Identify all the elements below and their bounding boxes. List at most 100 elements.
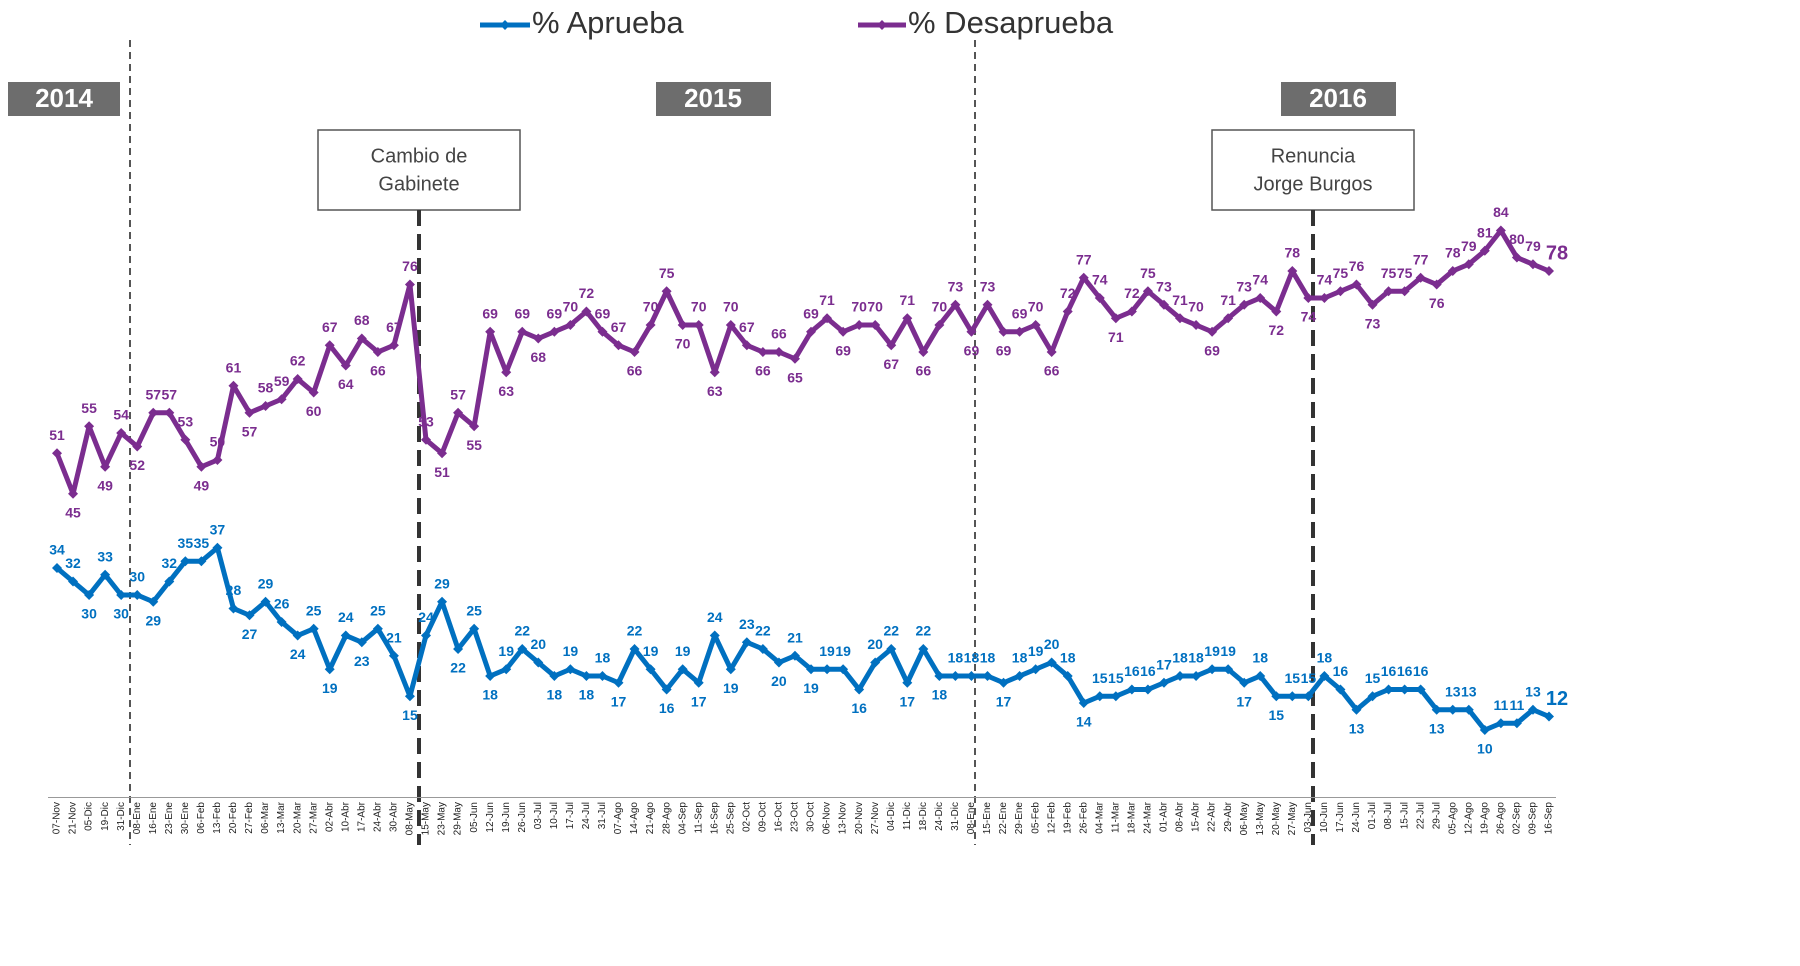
data-label: 49: [194, 477, 210, 493]
point-marker: [148, 596, 159, 607]
data-label: 67: [883, 356, 899, 372]
data-label: 16: [1397, 663, 1413, 679]
x-tick-label: 17-Jul: [565, 802, 576, 829]
data-label: 18: [948, 650, 964, 666]
data-label: 74: [1317, 272, 1333, 288]
legend-label: % Desaprueba: [908, 5, 1114, 40]
data-label: 32: [65, 555, 81, 571]
point-marker: [613, 340, 624, 351]
x-tick-label: 07-Ago: [613, 802, 624, 835]
data-label: 70: [867, 299, 883, 315]
data-label: 29: [145, 612, 161, 628]
point-marker: [757, 644, 768, 654]
data-label: 55: [466, 437, 482, 453]
point-marker: [1126, 306, 1137, 317]
data-label: 11: [1510, 697, 1525, 713]
point-marker: [1046, 347, 1057, 357]
point-marker: [822, 664, 833, 675]
data-label: 58: [258, 380, 274, 396]
data-label: 17: [611, 693, 627, 709]
x-tick-label: 29-Abr: [1223, 801, 1234, 832]
point-marker: [324, 340, 335, 351]
point-marker: [1030, 320, 1041, 330]
point-marker: [886, 644, 897, 654]
data-label: 70: [563, 299, 579, 315]
point-marker: [1287, 691, 1298, 702]
point-marker: [661, 286, 672, 297]
x-tick-label: 13-May: [1255, 802, 1266, 835]
x-tick-label: 15-May: [421, 802, 432, 835]
x-tick-label: 22-Ene: [998, 802, 1009, 835]
point-marker: [1014, 671, 1025, 681]
data-label: 70: [1028, 299, 1044, 315]
point-marker: [661, 684, 672, 695]
point-marker: [645, 664, 656, 675]
data-label: 54: [113, 407, 129, 423]
x-tick-label: 22-Abr: [1207, 801, 1218, 832]
data-label: 71: [819, 292, 835, 308]
data-label: 69: [547, 305, 563, 321]
x-tick-label: 16-Sep: [709, 802, 720, 835]
point-marker: [918, 347, 929, 357]
data-label: 14: [1076, 714, 1092, 730]
x-tick-label: 29-Jul: [1431, 802, 1442, 829]
data-label: 19: [835, 643, 851, 659]
point-marker: [212, 455, 223, 465]
point-marker: [1094, 691, 1105, 702]
point-marker: [485, 671, 496, 681]
point-marker: [116, 590, 127, 600]
point-marker: [565, 320, 576, 330]
point-marker: [501, 367, 512, 378]
point-marker: [1223, 313, 1234, 324]
data-label: 20: [867, 636, 883, 652]
point-marker: [404, 279, 415, 290]
point-marker: [1431, 704, 1442, 715]
data-label: 18: [1012, 650, 1028, 666]
x-tick-label: 10-Jun: [1319, 802, 1330, 833]
data-label: 20: [531, 636, 547, 652]
point-marker: [597, 326, 608, 337]
point-marker: [1078, 272, 1089, 283]
x-tick-label: 06-May: [1239, 802, 1250, 835]
data-label: 30: [129, 569, 145, 585]
point-marker: [549, 671, 560, 681]
x-tick-label: 02-Abr: [324, 801, 335, 832]
point-marker: [469, 623, 480, 634]
x-tick-label: 29-May: [453, 802, 464, 835]
point-marker: [292, 630, 303, 641]
x-tick-label: 31-Dic: [950, 802, 961, 831]
data-label: 57: [162, 386, 178, 402]
point-marker: [950, 671, 961, 681]
x-tick-label: 23-May: [437, 802, 448, 835]
data-label: 23: [739, 616, 755, 632]
x-tick-label: 14-Ago: [629, 802, 640, 835]
point-marker: [164, 407, 175, 418]
point-marker: [725, 664, 736, 675]
point-marker: [372, 623, 383, 634]
legend-marker: [877, 20, 887, 30]
point-marker: [453, 407, 464, 418]
point-marker: [1447, 704, 1458, 715]
point-marker: [1479, 245, 1490, 256]
point-marker: [84, 421, 95, 432]
x-tick-label: 06-Nov: [822, 802, 833, 834]
point-marker: [966, 671, 977, 681]
x-tick-label: 05-Ago: [1447, 802, 1458, 835]
point-marker: [773, 657, 784, 668]
x-tick-label: 19-Ago: [1479, 802, 1490, 835]
x-tick-label: 03-Jul: [533, 802, 544, 829]
point-marker: [1142, 684, 1153, 695]
point-marker: [1335, 684, 1346, 695]
x-tick-label: 20-May: [1271, 802, 1282, 835]
data-label: 37: [210, 521, 226, 537]
x-tick-label: 08-May: [405, 802, 416, 835]
x-tick-label: 31-Jul: [597, 802, 608, 829]
data-label: 17: [1156, 656, 1172, 672]
point-marker: [276, 394, 287, 405]
point-marker: [212, 542, 223, 553]
x-tick-label: 05-Feb: [1030, 802, 1041, 834]
data-label: 17: [691, 693, 707, 709]
data-label: 73: [1156, 278, 1172, 294]
point-marker: [1527, 259, 1538, 270]
point-marker: [1175, 313, 1186, 324]
